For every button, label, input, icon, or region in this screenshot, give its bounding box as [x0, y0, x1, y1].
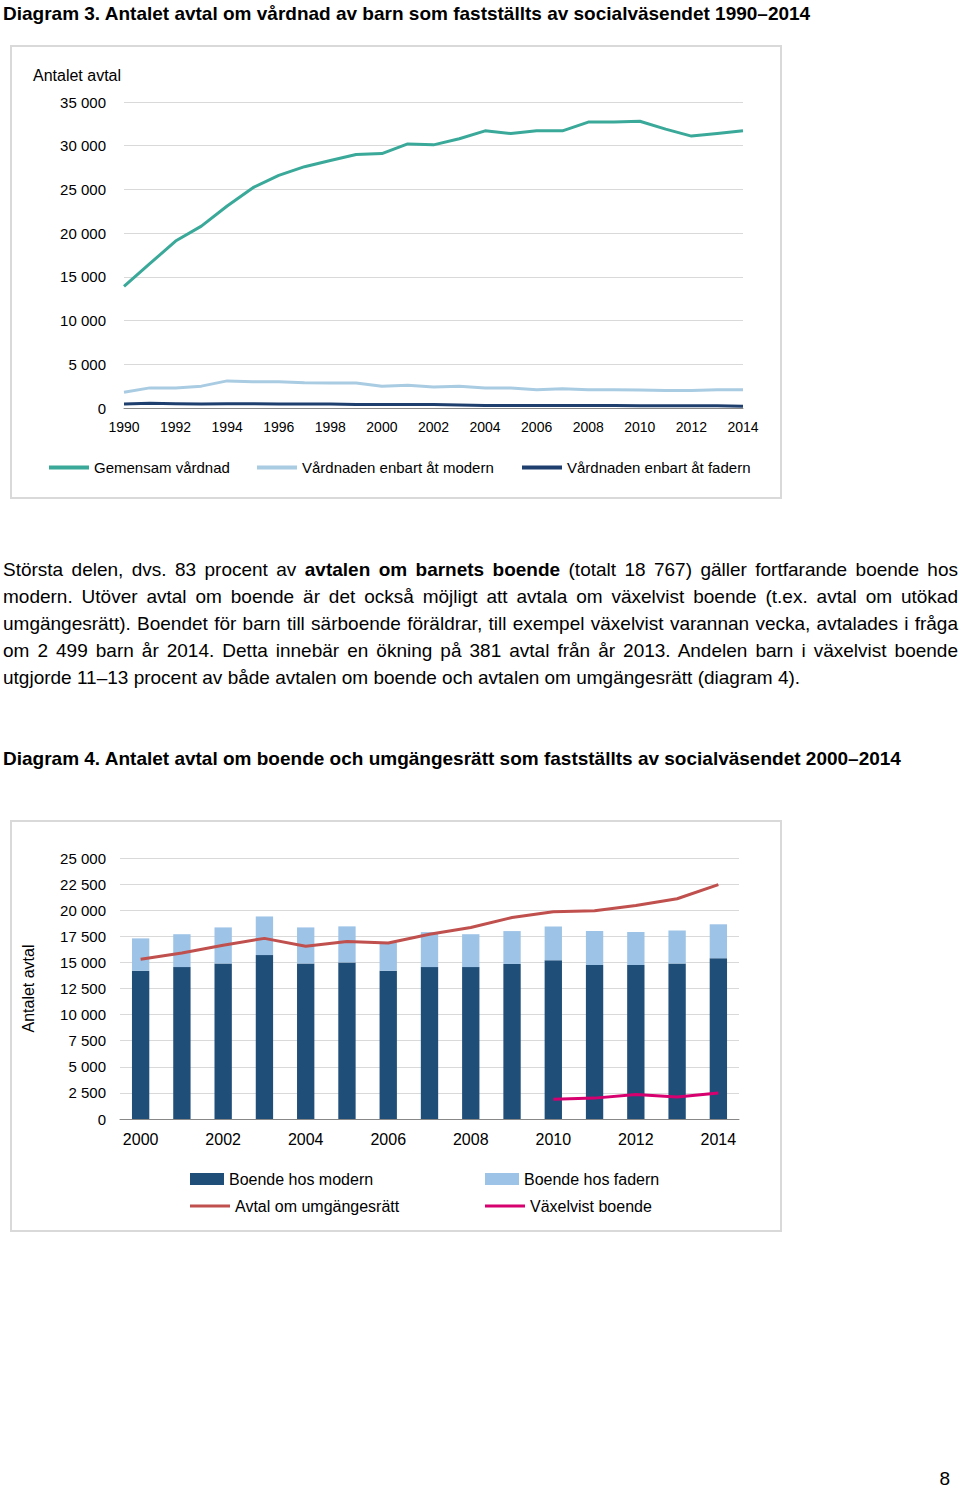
svg-text:Antalet avtal: Antalet avtal: [33, 67, 121, 84]
svg-text:Vårdnaden enbart åt fadern: Vårdnaden enbart åt fadern: [567, 459, 750, 476]
svg-text:2004: 2004: [288, 1131, 324, 1148]
svg-text:2000: 2000: [123, 1131, 159, 1148]
svg-text:25 000: 25 000: [60, 181, 106, 198]
svg-text:25 000: 25 000: [60, 850, 106, 867]
svg-text:35 000: 35 000: [60, 94, 106, 111]
svg-text:Avtal om umgängesrätt: Avtal om umgängesrätt: [235, 1198, 400, 1215]
svg-text:Boende hos modern: Boende hos modern: [229, 1171, 373, 1188]
svg-text:20 000: 20 000: [60, 225, 106, 242]
svg-text:15 000: 15 000: [60, 268, 106, 285]
svg-text:2012: 2012: [676, 419, 707, 435]
html-text:8: 8: [939, 1468, 950, 1489]
svg-text:1992: 1992: [160, 419, 191, 435]
html-text:Största delen, dvs. 83 procent: Största delen, dvs. 83 procent av avtale…: [3, 559, 958, 688]
svg-text:7 500: 7 500: [68, 1032, 106, 1049]
svg-text:2002: 2002: [418, 419, 449, 435]
svg-text:5 000: 5 000: [68, 356, 106, 373]
svg-text:2010: 2010: [624, 419, 655, 435]
svg-text:1996: 1996: [263, 419, 294, 435]
svg-text:12 500: 12 500: [60, 980, 106, 997]
svg-text:10 000: 10 000: [60, 312, 106, 329]
svg-text:2006: 2006: [521, 419, 552, 435]
svg-text:2004: 2004: [470, 419, 501, 435]
svg-text:1994: 1994: [212, 419, 243, 435]
svg-text:2010: 2010: [536, 1131, 572, 1148]
svg-text:30 000: 30 000: [60, 137, 106, 154]
svg-text:5 000: 5 000: [68, 1058, 106, 1075]
svg-text:15 000: 15 000: [60, 954, 106, 971]
svg-text:20 000: 20 000: [60, 902, 106, 919]
svg-text:Vårdnaden enbart åt modern: Vårdnaden enbart åt modern: [302, 459, 494, 476]
svg-text:2002: 2002: [205, 1131, 241, 1148]
svg-text:17 500: 17 500: [60, 928, 106, 945]
svg-text:Boende hos fadern: Boende hos fadern: [524, 1171, 659, 1188]
svg-text:0: 0: [98, 400, 106, 417]
svg-text:10 000: 10 000: [60, 1006, 106, 1023]
svg-text:2 500: 2 500: [68, 1084, 106, 1101]
svg-text:2006: 2006: [370, 1131, 406, 1148]
svg-text:1990: 1990: [108, 419, 139, 435]
svg-text:2008: 2008: [573, 419, 604, 435]
svg-text:0: 0: [98, 1111, 106, 1128]
svg-text:Gemensam vårdnad: Gemensam vårdnad: [94, 459, 230, 476]
svg-text:1998: 1998: [315, 419, 346, 435]
svg-text:2014: 2014: [701, 1131, 737, 1148]
html-text:Diagram 4. Antalet avtal om bo: Diagram 4. Antalet avtal om boende och u…: [3, 748, 901, 769]
svg-text:22 500: 22 500: [60, 876, 106, 893]
svg-text:2000: 2000: [366, 419, 397, 435]
svg-text:Växelvist boende: Växelvist boende: [530, 1198, 652, 1215]
html-text:Diagram 3. Antalet avtal om vå: Diagram 3. Antalet avtal om vårdnad av b…: [3, 3, 811, 24]
svg-text:2012: 2012: [618, 1131, 654, 1148]
svg-text:2008: 2008: [453, 1131, 489, 1148]
svg-text:2014: 2014: [727, 419, 758, 435]
svg-text:Antalet avtal: Antalet avtal: [20, 944, 37, 1032]
